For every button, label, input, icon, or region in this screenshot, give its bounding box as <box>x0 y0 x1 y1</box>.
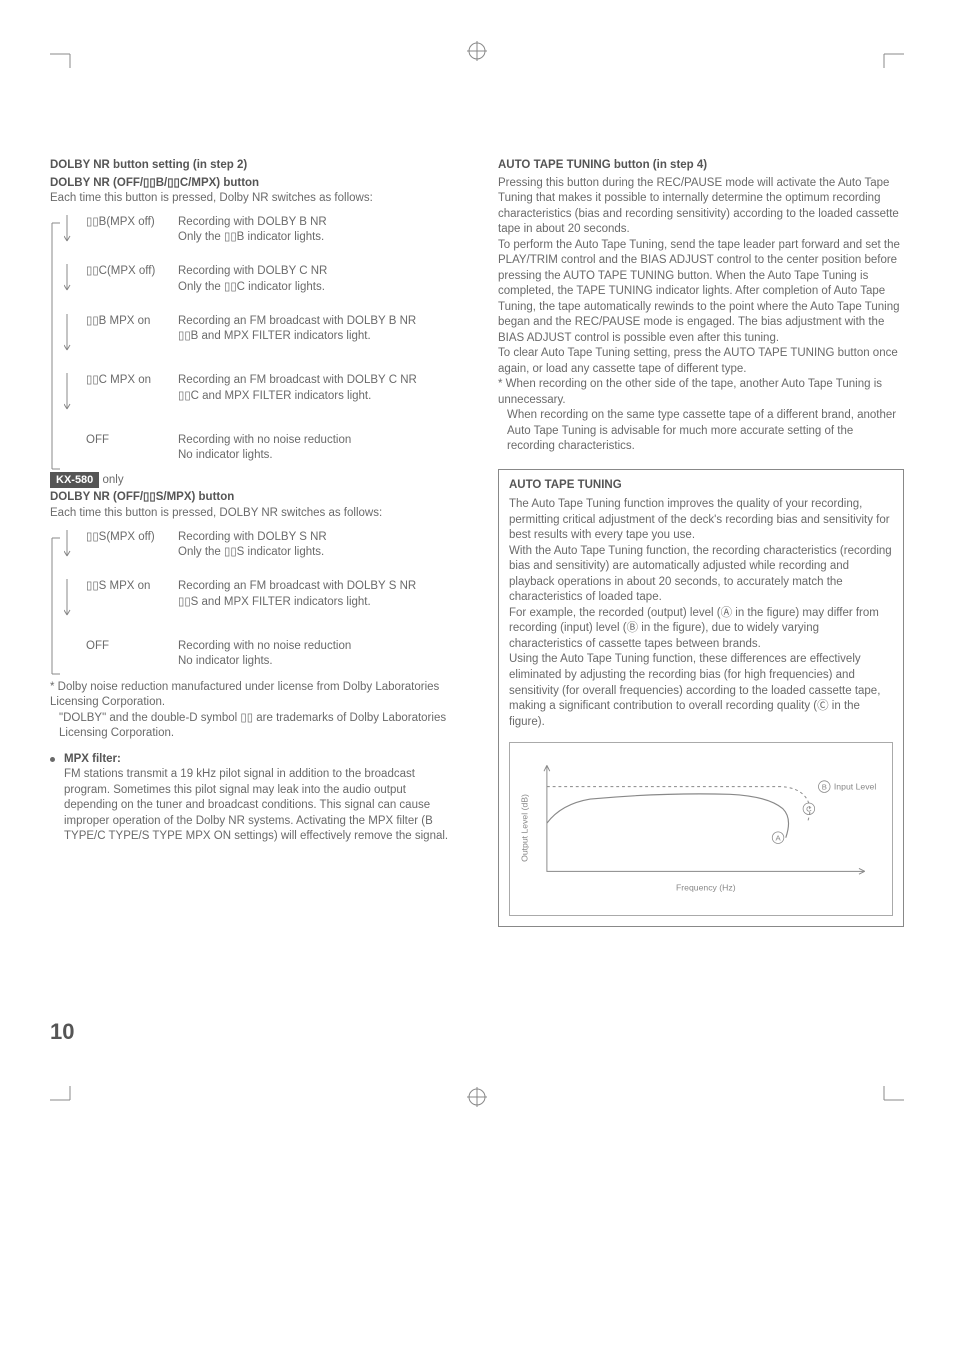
auto-tape-heading: AUTO TAPE TUNING button (in step 4) <box>498 158 904 174</box>
flow-desc-line: No indicator lights. <box>178 654 456 670</box>
dolby-nr-s-subhead: DOLBY NR (OFF/▯▯S/MPX) button <box>50 490 456 506</box>
flow-desc-line: Recording with DOLBY C NR <box>178 264 456 280</box>
response-chart: Output Level (dB) A C <box>509 742 893 916</box>
flow-label: OFF <box>86 639 178 670</box>
box-p2: With the Auto Tape Tuning function, the … <box>509 544 893 606</box>
flow-label: ▯▯C MPX on <box>86 373 178 423</box>
flow-label: ▯▯S MPX on <box>86 579 178 629</box>
legend-input-level: Input Level <box>834 782 876 792</box>
flow-desc-line: Only the ▯▯B indicator lights. <box>178 230 456 246</box>
flow-item: OFF Recording with no noise reduction No… <box>64 433 456 464</box>
chart-xlabel: Frequency (Hz) <box>676 883 736 893</box>
flow-item: ▯▯B(MPX off) Recording with DOLBY B NR O… <box>64 215 456 255</box>
registration-mark-bottom <box>467 1087 487 1113</box>
page-number: 10 <box>50 1017 904 1047</box>
box-title: AUTO TAPE TUNING <box>509 478 893 494</box>
chart-ylabel: Output Level (dB) <box>520 794 530 862</box>
flow-item: ▯▯S MPX on Recording an FM broadcast wit… <box>64 579 456 629</box>
flow-item: ▯▯C(MPX off) Recording with DOLBY C NR O… <box>64 264 456 304</box>
flow-item: ▯▯C MPX on Recording an FM broadcast wit… <box>64 373 456 423</box>
flow-list-2: ▯▯S(MPX off) Recording with DOLBY S NR O… <box>50 530 456 670</box>
flow-desc-line: Recording with no noise reduction <box>178 433 456 449</box>
auto-tape-p4b: When recording on the same type cassette… <box>498 408 904 455</box>
dolby-nr-subhead: DOLBY NR (OFF/▯▯B/▯▯C/MPX) button <box>50 176 456 192</box>
flow-connector-1 <box>50 219 64 479</box>
flow-desc-line: Recording with DOLBY B NR <box>178 215 456 231</box>
svg-text:C: C <box>806 805 812 814</box>
box-p1: The Auto Tape Tuning function improves t… <box>509 497 893 544</box>
flow-label: ▯▯B MPX on <box>86 314 178 364</box>
flow-desc-line: Only the ▯▯S indicator lights. <box>178 545 456 561</box>
flow-connector-2 <box>50 534 64 684</box>
dolby-nr-heading: DOLBY NR button setting (in step 2) <box>50 158 456 174</box>
crop-corner-br <box>876 1086 904 1114</box>
dolby-license-note: * Dolby noise reduction manufactured und… <box>50 680 456 742</box>
crop-corner-right <box>876 40 904 68</box>
registration-mark-top <box>467 41 487 67</box>
dolby-nr-s-intro: Each time this button is pressed, DOLBY … <box>50 506 456 522</box>
flow-desc-line: ▯▯B and MPX FILTER indicators light. <box>178 329 456 345</box>
flow-desc-line: ▯▯S and MPX FILTER indicators light. <box>178 595 456 611</box>
dolby-nr-intro: Each time this button is pressed, Dolby … <box>50 191 456 207</box>
flow-desc-line: Recording an FM broadcast with DOLBY B N… <box>178 314 456 330</box>
footnote-line: "DOLBY" and the double-D symbol ▯▯ are t… <box>50 711 456 742</box>
flow-desc-line: ▯▯C and MPX FILTER indicators light. <box>178 389 456 405</box>
crop-marks-top <box>50 40 904 68</box>
flow-desc-line: No indicator lights. <box>178 448 456 464</box>
flow-label: ▯▯B(MPX off) <box>86 215 178 255</box>
chart-svg: Output Level (dB) A C <box>518 753 884 903</box>
only-text: only <box>99 474 123 486</box>
right-column: AUTO TAPE TUNING button (in step 4) Pres… <box>498 158 904 927</box>
flow-label: ▯▯S(MPX off) <box>86 530 178 570</box>
svg-text:A: A <box>775 834 781 843</box>
flow-desc-line: Only the ▯▯C indicator lights. <box>178 280 456 296</box>
auto-tape-p2: To perform the Auto Tape Tuning, send th… <box>498 238 904 347</box>
content-columns: DOLBY NR button setting (in step 2) DOLB… <box>50 158 904 927</box>
mpx-body: FM stations transmit a 19 kHz pilot sign… <box>64 767 456 845</box>
auto-tape-p1: Pressing this button during the REC/PAUS… <box>498 176 904 238</box>
flow-label: OFF <box>86 433 178 464</box>
svg-text:B: B <box>822 783 827 792</box>
flow-item: OFF Recording with no noise reduction No… <box>64 639 456 670</box>
box-p3: For example, the recorded (output) level… <box>509 606 893 653</box>
bullet-icon <box>50 752 64 845</box>
flow-desc-line: Recording an FM broadcast with DOLBY C N… <box>178 373 456 389</box>
crop-corner-bl <box>50 1086 78 1114</box>
flow-desc-line: Recording with DOLBY S NR <box>178 530 456 546</box>
flow-desc-line: Recording with no noise reduction <box>178 639 456 655</box>
flow-label: ▯▯C(MPX off) <box>86 264 178 304</box>
flow-list-1: ▯▯B(MPX off) Recording with DOLBY B NR O… <box>50 215 456 464</box>
mpx-title: MPX filter: <box>64 752 456 768</box>
box-p4: Using the Auto Tape Tuning function, the… <box>509 652 893 730</box>
flow-desc-line: Recording an FM broadcast with DOLBY S N… <box>178 579 456 595</box>
left-column: DOLBY NR button setting (in step 2) DOLB… <box>50 158 456 927</box>
flow-item: ▯▯S(MPX off) Recording with DOLBY S NR O… <box>64 530 456 570</box>
crop-marks-bottom <box>50 1086 904 1114</box>
auto-tape-p3: To clear Auto Tape Tuning setting, press… <box>498 346 904 377</box>
flow-item: ▯▯B MPX on Recording an FM broadcast wit… <box>64 314 456 364</box>
auto-tape-box: AUTO TAPE TUNING The Auto Tape Tuning fu… <box>498 469 904 927</box>
crop-corner-left <box>50 40 78 68</box>
auto-tape-p4a: * When recording on the other side of th… <box>498 377 904 408</box>
footnote-line: * Dolby noise reduction manufactured und… <box>50 680 456 711</box>
kx580-only-line: KX-580 only <box>50 472 456 489</box>
mpx-filter-section: MPX filter: FM stations transmit a 19 kH… <box>50 752 456 845</box>
